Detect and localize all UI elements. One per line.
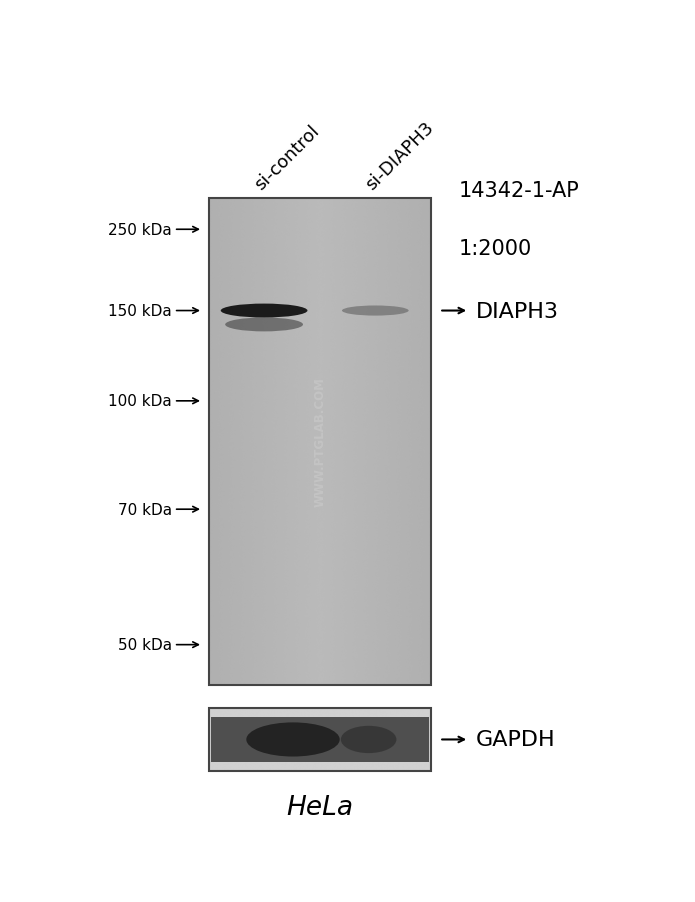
Text: 250 kDa: 250 kDa	[108, 223, 172, 237]
Text: si-DIAPH3: si-DIAPH3	[363, 119, 438, 194]
Bar	[208, 198, 431, 686]
Text: WWW.PTGLAB.COM: WWW.PTGLAB.COM	[313, 377, 326, 507]
Text: 100 kDa: 100 kDa	[108, 394, 172, 409]
Text: 14342-1-AP: 14342-1-AP	[459, 180, 580, 200]
Text: 50 kDa: 50 kDa	[117, 638, 172, 652]
Text: si-control: si-control	[252, 123, 323, 194]
Ellipse shape	[341, 726, 396, 753]
Ellipse shape	[221, 304, 307, 318]
Ellipse shape	[342, 306, 409, 317]
Text: 150 kDa: 150 kDa	[108, 304, 172, 318]
Text: GAPDH: GAPDH	[476, 730, 556, 750]
Text: DIAPH3: DIAPH3	[476, 301, 559, 321]
Text: 70 kDa: 70 kDa	[117, 502, 172, 517]
Ellipse shape	[225, 318, 303, 332]
Text: 1:2000: 1:2000	[459, 239, 532, 259]
Bar	[208, 708, 431, 771]
Bar	[211, 717, 429, 762]
Ellipse shape	[246, 723, 340, 757]
Text: HeLa: HeLa	[286, 795, 353, 820]
